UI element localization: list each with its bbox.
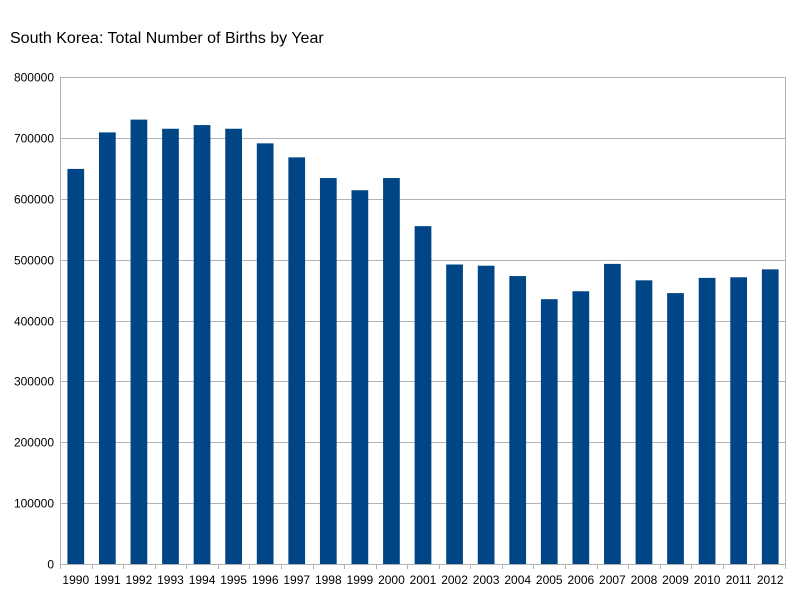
bar-1991: [98, 132, 116, 564]
bar-2012: [761, 269, 779, 564]
bar-1996: [256, 143, 274, 564]
bar-2011: [730, 277, 748, 564]
x-tick-label: 2004: [504, 573, 531, 587]
x-tick-label: 1998: [315, 573, 342, 587]
x-tick-label: 2000: [378, 573, 405, 587]
x-tick-label: 2011: [726, 573, 752, 587]
y-tick-label: 400000: [14, 315, 54, 329]
bar-1994: [193, 125, 211, 564]
x-tick-labels: 1990 1991 1992 1993 1994 1995 1996 1997 1998 1999…: [60, 564, 786, 587]
y-tick-label: 800000: [14, 71, 54, 85]
chart-title: South Korea: Total Number of Births by Y…: [10, 30, 324, 47]
y-tick-label: 700000: [14, 132, 54, 146]
bar-1990: [67, 168, 85, 565]
y-tick-label: 600000: [14, 193, 54, 207]
x-tick-label: 1991: [94, 573, 121, 587]
bar-1992: [130, 119, 148, 565]
x-tick-label: 1993: [157, 573, 184, 587]
x-tick-label: 2010: [694, 573, 721, 587]
bars: [67, 119, 779, 565]
x-tick-label: 1994: [189, 573, 216, 587]
x-tick-label: 2006: [567, 573, 594, 587]
bar-2005: [540, 299, 558, 564]
bar-1999: [351, 190, 369, 565]
bar-2007: [604, 263, 621, 564]
bar-2004: [509, 276, 527, 564]
y-tick-label: 100000: [14, 497, 54, 511]
x-tick-label: 2003: [473, 573, 500, 587]
x-tick-label: 1996: [252, 573, 279, 587]
bar-2006: [572, 291, 590, 564]
bar-2000: [383, 178, 400, 565]
x-tick-label: 1999: [347, 573, 374, 587]
x-tick-label: 1997: [283, 573, 310, 587]
x-tick-label: 2001: [410, 573, 437, 587]
y-tick-labels: 0 100000 200000 300000 400000 500000 600000 700…: [14, 71, 54, 572]
y-tick-label: 500000: [14, 254, 54, 268]
bar-1993: [162, 128, 179, 565]
x-tick-label: 2007: [599, 573, 626, 587]
x-tick-label: 2002: [441, 573, 468, 587]
bar-2001: [414, 226, 432, 564]
x-tick-label: 2009: [662, 573, 689, 587]
x-tick-label: 1995: [220, 573, 247, 587]
y-tick-label: 300000: [14, 375, 54, 389]
bar-2009: [667, 293, 684, 564]
x-tick-label: 2012: [757, 573, 784, 587]
bar-1997: [288, 157, 306, 565]
bar-2010: [698, 277, 716, 564]
bar-2008: [635, 280, 653, 564]
y-tick-label: 0: [47, 558, 54, 572]
x-tick-label: 2008: [631, 573, 658, 587]
x-tick-label: 2005: [536, 573, 563, 587]
bar-2003: [477, 265, 495, 564]
bar-2002: [446, 264, 463, 564]
bar-1998: [319, 178, 337, 565]
x-tick-label: 1990: [62, 573, 89, 587]
bar-1995: [225, 128, 242, 565]
y-tick-label: 200000: [14, 436, 54, 450]
x-tick-label: 1992: [126, 573, 153, 587]
